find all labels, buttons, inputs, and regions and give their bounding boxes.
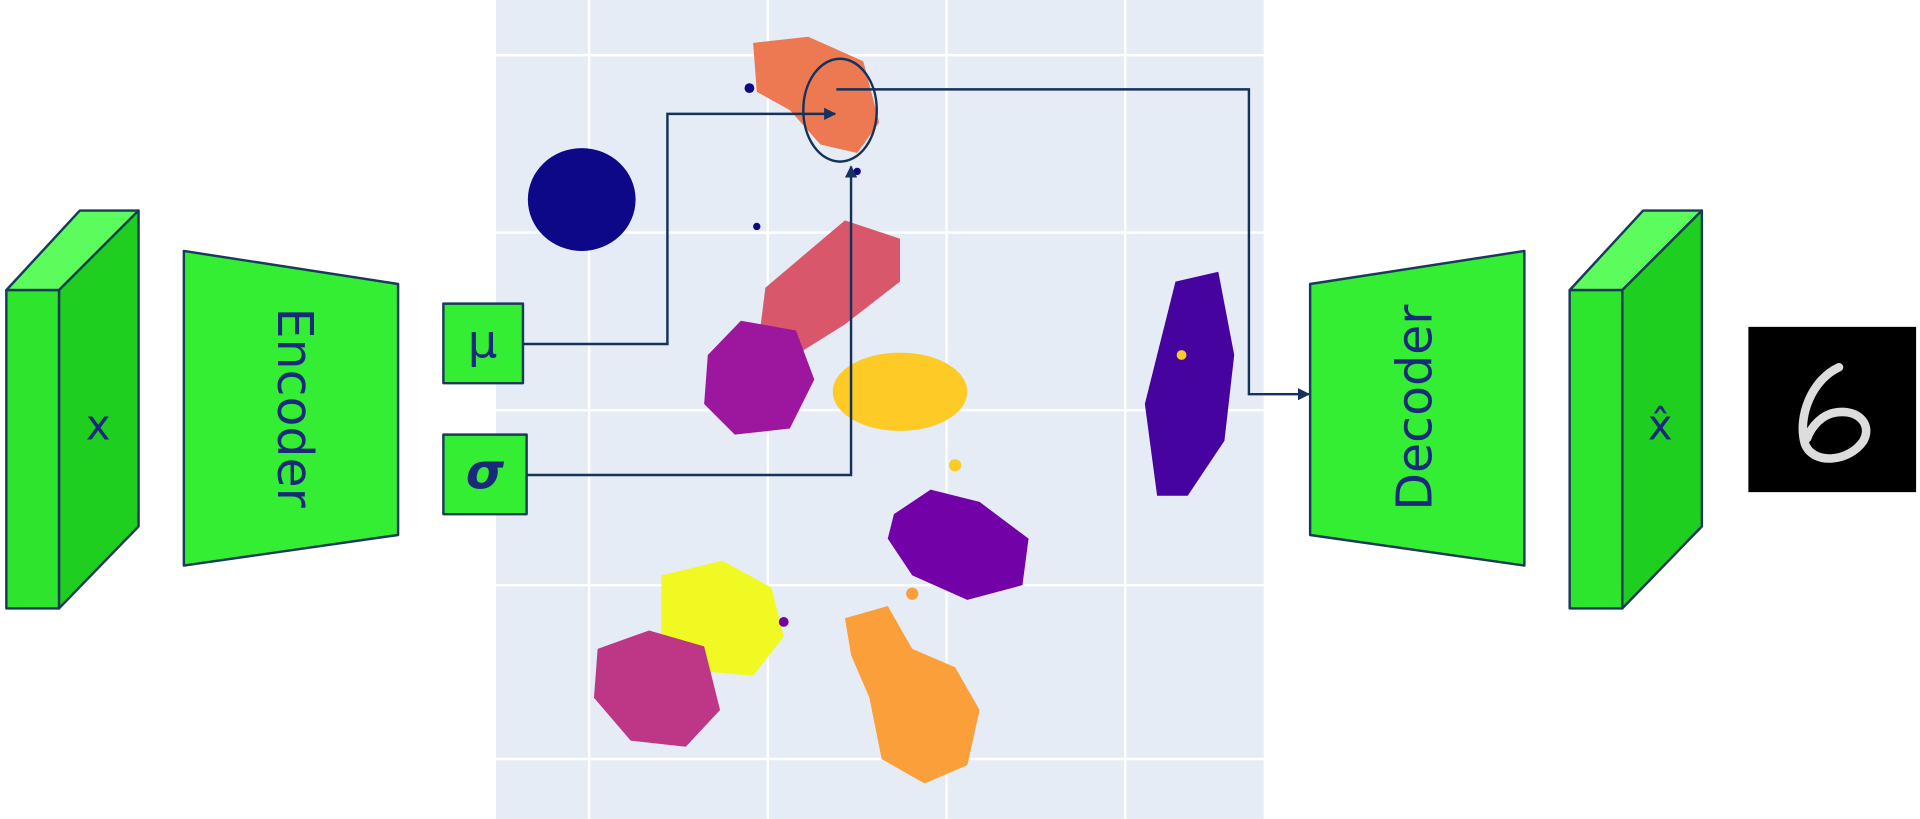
encoder: Encoder: [182, 249, 400, 567]
mu-label: μ: [468, 315, 498, 369]
connectors: [522, 57, 1311, 477]
latent-plot: [496, 0, 1264, 819]
decoder: Decoder: [1308, 249, 1526, 567]
decoder-label: Decoder: [1386, 304, 1443, 511]
digit-image: [1748, 326, 1917, 493]
output-block: x̂: [1568, 209, 1704, 610]
input-label: x: [86, 400, 111, 449]
mu-box: μ: [442, 302, 525, 385]
clusters: [527, 36, 1235, 784]
sigma-box: σ: [442, 433, 528, 516]
input-block: x: [5, 209, 140, 610]
encoder-label: Encoder: [266, 308, 323, 509]
output-label: x̂: [1648, 400, 1673, 449]
sigma-label: σ: [466, 443, 505, 500]
